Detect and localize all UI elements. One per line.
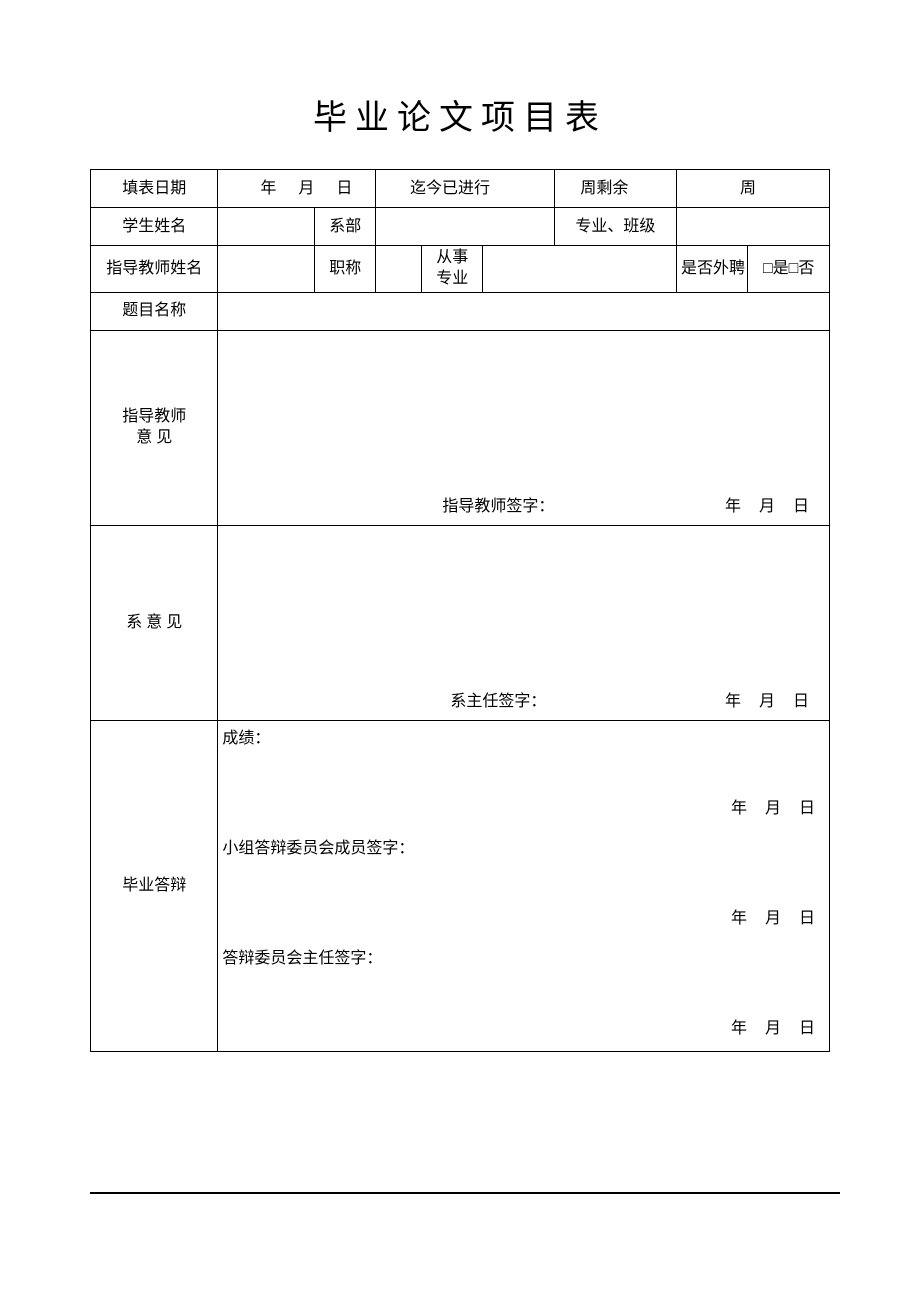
footer-divider xyxy=(90,1192,840,1194)
cell-field xyxy=(483,246,677,293)
thesis-form-table: 填表日期 年月日 迄今已进行 周剩余 周 学生姓名 系部 专业、班级 xyxy=(90,169,830,1052)
dept-signature-date: 年月日 xyxy=(725,690,815,714)
cell-advisor-name xyxy=(218,246,315,293)
cell-external-value: □是□否 xyxy=(748,246,830,293)
label-student-name: 学生姓名 xyxy=(91,208,218,246)
cell-student-name xyxy=(218,208,315,246)
advisor-signature-date: 年月日 xyxy=(725,495,815,519)
label-advisor-name: 指导教师姓名 xyxy=(91,246,218,293)
label-dept-opinion: 系 意 见 xyxy=(91,525,218,720)
label-weeks: 周 xyxy=(677,170,830,208)
cell-major-class xyxy=(677,208,830,246)
cell-fill-date: 年月日 xyxy=(218,170,376,208)
cell-advisor-opinion: 指导教师签字： 年月日 xyxy=(218,330,830,525)
defense-chair-label: 答辩委员会主任签字： xyxy=(222,947,382,971)
cell-defense: 成绩： 年月日 小组答辩委员会成员签字： 年月日 答辩委员会主任签字： 年月日 xyxy=(218,720,830,1051)
label-weeks-remain: 周剩余 xyxy=(554,170,676,208)
cell-dept-opinion: 系主任签字： 年月日 xyxy=(218,525,830,720)
document-title: 毕业论文项目表 xyxy=(90,90,830,139)
advisor-signature-label: 指导教师签字： xyxy=(232,495,554,519)
defense-committee-date: 年月日 xyxy=(731,907,815,931)
cell-department xyxy=(376,208,554,246)
defense-grade-label: 成绩： xyxy=(222,727,270,751)
label-major-class: 专业、班级 xyxy=(554,208,676,246)
label-fill-date: 填表日期 xyxy=(91,170,218,208)
label-thesis-title: 题目名称 xyxy=(91,292,218,330)
label-advisor-title: 职称 xyxy=(315,246,376,293)
label-external: 是否外聘 xyxy=(677,246,748,293)
cell-advisor-title xyxy=(376,246,422,293)
defense-committee-label: 小组答辩委员会成员签字： xyxy=(222,837,414,861)
label-department: 系部 xyxy=(315,208,376,246)
label-progress-done: 迄今已进行 xyxy=(376,170,554,208)
cell-thesis-title xyxy=(218,292,830,330)
defense-chair-date: 年月日 xyxy=(731,1017,815,1041)
label-defense: 毕业答辩 xyxy=(91,720,218,1051)
dept-signature-label: 系主任签字： xyxy=(232,690,546,714)
label-field: 从事专业 xyxy=(422,246,483,293)
label-advisor-opinion: 指导教师意 见 xyxy=(91,330,218,525)
defense-grade-date: 年月日 xyxy=(731,797,815,821)
